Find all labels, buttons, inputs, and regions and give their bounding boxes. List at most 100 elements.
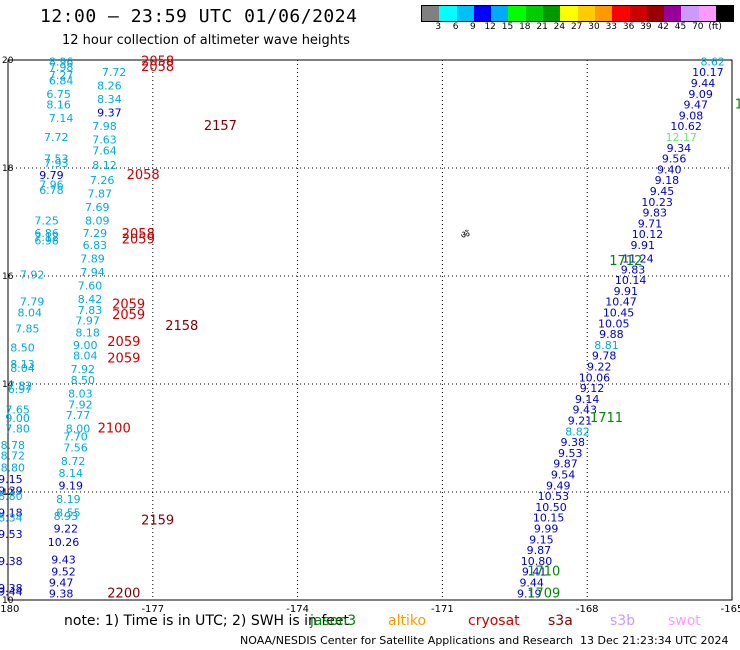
wave-height-value: 9.43: [51, 553, 76, 566]
wave-height-value: 7.70: [63, 431, 88, 444]
wave-height-value: 8.03: [68, 388, 93, 401]
satellite-label-jason3: jason3: [310, 613, 357, 629]
legend-swatch: [456, 6, 474, 21]
wave-height-value: 9.00: [5, 412, 30, 425]
wave-height-value: 7.85: [15, 323, 40, 336]
satellite-label-cryosat: cryosat: [468, 613, 520, 629]
wave-height-value: 7.65: [5, 404, 30, 417]
legend-swatch: [422, 6, 440, 21]
wave-height-value: 9.22: [54, 523, 79, 536]
legend-swatch: [646, 6, 665, 21]
legend-swatch: [716, 6, 734, 21]
legend-swatch: [612, 6, 630, 21]
pass-time-label: 2200: [107, 586, 140, 601]
wave-height-value: 10.15: [533, 512, 565, 525]
satellite-label-s3b: s3b: [610, 613, 636, 629]
wave-height-value: 6.97: [8, 383, 33, 396]
wave-height-value: 9.44: [691, 77, 716, 90]
wave-height-value: 7.94: [80, 266, 105, 279]
pass-time-label: 1713: [735, 98, 740, 113]
wave-height-value: 10.17: [692, 66, 724, 79]
wave-height-value: 8.16: [46, 99, 71, 112]
wave-height-value: 9.14: [575, 393, 600, 406]
wave-height-value: 8.80: [0, 490, 23, 503]
wave-height-value: 9.15: [0, 473, 23, 486]
wave-height-value: 8.96: [49, 55, 74, 68]
color-scale-labels: 3 6 9 12 15 18 21 24 27 30 33 36 39 42 45 70 (ft): [421, 22, 740, 34]
wave-height-value: 9.87: [527, 544, 552, 557]
wave-height-value: 9.91: [630, 239, 655, 252]
wave-height-value: 9.53: [0, 528, 23, 541]
wave-height-value: 7.97: [75, 315, 100, 328]
wave-height-value: 9.83: [643, 207, 668, 220]
legend-label: 24: [553, 22, 566, 32]
wave-height-value: 9.53: [558, 447, 583, 460]
wave-height-value: 9.56: [662, 153, 687, 166]
legend-label: 21: [536, 22, 548, 32]
wave-height-value: 7.63: [92, 134, 117, 147]
pass-time-label: 2059: [107, 335, 140, 350]
legend-swatch: [491, 6, 509, 21]
legend-label: 45: [674, 22, 687, 32]
wave-height-value: 7.92: [20, 269, 45, 282]
x-tick-label: -171: [431, 604, 454, 615]
wave-height-value: 9.19: [58, 479, 83, 492]
legend-swatch: [560, 6, 578, 21]
wave-height-value: 8.14: [58, 467, 83, 480]
wave-height-value: 7.93: [44, 157, 69, 170]
wave-height-value: 7.92: [68, 398, 93, 411]
wave-height-value: 9.12: [580, 382, 605, 395]
legend-label: 12: [484, 22, 496, 32]
wave-height-value: 9.18: [655, 174, 680, 187]
wave-height-value: 9.08: [679, 109, 704, 122]
wave-height-value: 9.54: [551, 469, 576, 482]
wave-height-value: 9.39: [0, 485, 23, 498]
wave-height-value: 9.18: [0, 506, 23, 519]
pass-time-label: 2059: [122, 233, 155, 248]
wave-height-value: 8.82: [565, 425, 590, 438]
y-tick-label: 10: [2, 596, 14, 606]
legend-label: 70: [692, 22, 704, 32]
wave-height-value: 7.56: [63, 442, 88, 455]
island-icon: ॐ: [461, 229, 470, 241]
wave-height-value: 9.44: [0, 586, 23, 599]
pass-time-label: 1712: [609, 254, 642, 269]
wave-height-value: 9.38: [0, 582, 23, 595]
wave-height-value: 9.88: [599, 328, 624, 341]
wave-height-value: 7.92: [71, 363, 96, 376]
wave-height-value: 10.80: [521, 555, 553, 568]
pass-time-label: 2158: [165, 319, 198, 334]
wave-height-value: 9.38: [0, 555, 23, 568]
satellite-label-swot: swot: [668, 613, 701, 629]
legend-label: 15: [501, 22, 514, 32]
wave-height-value: 8.42: [78, 293, 103, 306]
wave-height-value: 8.81: [594, 339, 619, 352]
wave-height-value: 9.15: [529, 533, 554, 546]
wave-height-value: 9.41: [522, 566, 547, 579]
pass-time-label: 2058: [141, 54, 174, 69]
wave-height-value: 7.12: [34, 231, 59, 244]
wave-height-value: 8.34: [0, 512, 23, 525]
wave-height-value: 10.14: [615, 274, 647, 287]
wave-height-value: 10.50: [535, 501, 567, 514]
pass-time-label: 1711: [590, 411, 623, 426]
wave-height-value: 7.96: [39, 179, 64, 192]
legend-swatch: [473, 6, 492, 21]
wave-height-value: 6.98: [34, 235, 59, 248]
wave-height-value: 9.45: [650, 185, 675, 198]
wave-height-value: 8.13: [10, 358, 35, 371]
wave-height-value: 8.55: [56, 506, 81, 519]
wave-height-value: 7.80: [5, 423, 30, 436]
legend-swatch: [543, 6, 561, 21]
color-scale-legend: [421, 5, 735, 22]
wave-height-value: 10.05: [598, 317, 630, 330]
wave-height-value: 9.78: [592, 350, 617, 363]
wave-height-value: 10.26: [48, 536, 80, 549]
wave-height-value: 9.09: [688, 88, 713, 101]
x-tick-label: -177: [141, 604, 164, 615]
pass-time-label: 1709: [527, 586, 560, 601]
wave-height-value: 7.72: [102, 66, 127, 79]
wave-height-value: 7.26: [90, 174, 115, 187]
pass-time-label: 2157: [204, 119, 237, 134]
